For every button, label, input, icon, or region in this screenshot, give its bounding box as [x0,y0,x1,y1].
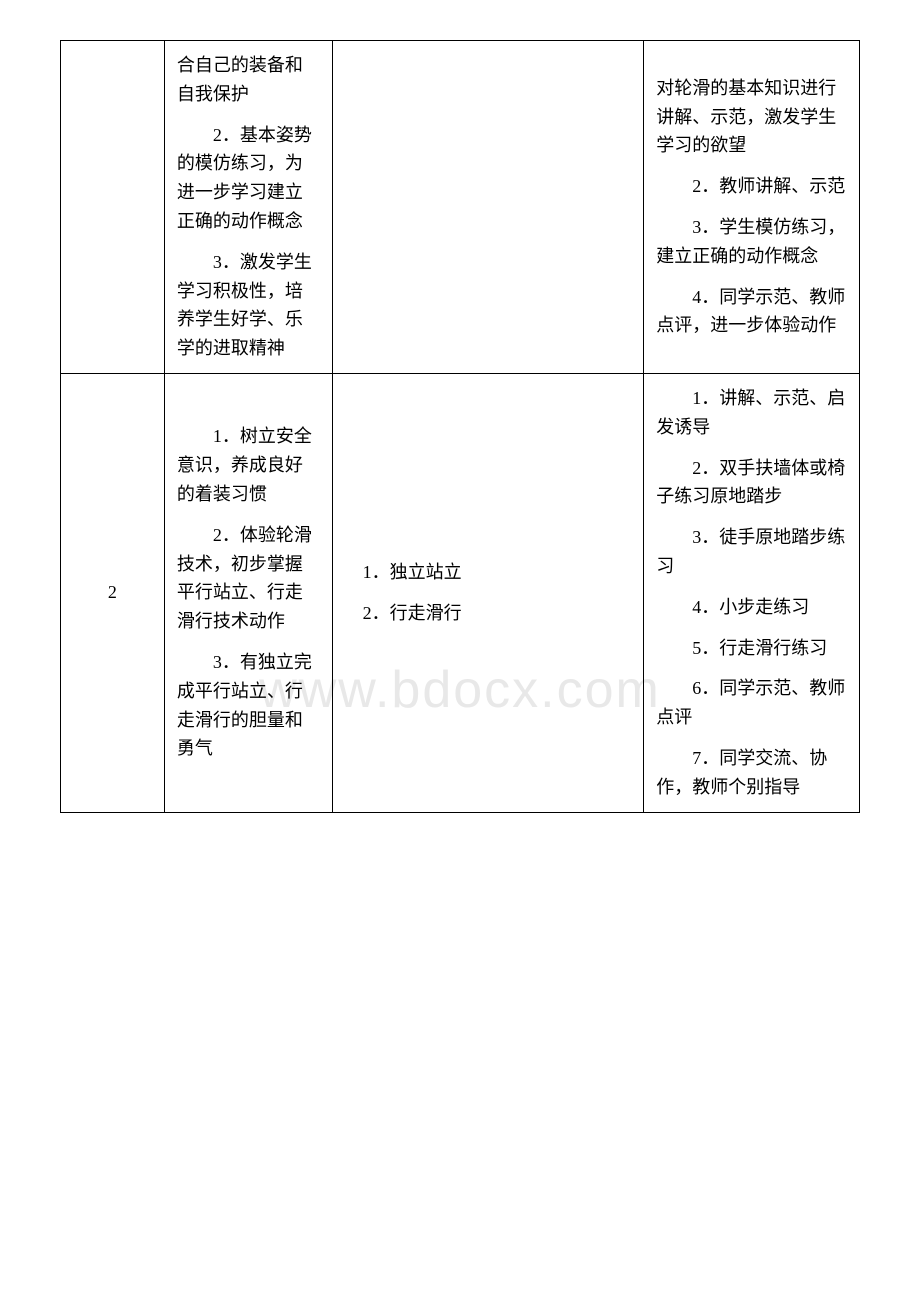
method-text: 对轮滑的基本知识进行讲解、示范，激发学生学习的欲望 [656,74,847,160]
objective-text: 2．体验轮滑技术，初步掌握平行站立、行走滑行技术动作 [177,521,320,636]
objectives-cell: 合自己的装备和自我保护 2．基本姿势的模仿练习，为进一步学习建立正确的动作概念 … [164,41,332,374]
method-text: 5．行走滑行练习 [656,634,847,663]
objective-text: 3．激发学生学习积极性，培养学生好学、乐学的进取精神 [177,248,320,363]
method-text: 7．同学交流、协作，教师个别指导 [656,744,847,802]
table-row: 2 1．树立安全意识，养成良好的着装习惯 2．体验轮滑技术，初步掌握平行站立、行… [61,373,860,812]
objective-text: 3．有独立完成平行站立、行走滑行的胆量和勇气 [177,648,320,763]
method-text: 4．小步走练习 [656,593,847,622]
method-text: 3．徒手原地踏步练习 [656,523,847,581]
content-cell [332,41,644,374]
methods-cell: 1．讲解、示范、启发诱导 2．双手扶墙体或椅子练习原地踏步 3．徒手原地踏步练习… [644,373,860,812]
content-text: 2．行走滑行 [363,599,632,628]
method-text: 2．双手扶墙体或椅子练习原地踏步 [656,454,847,512]
method-text: 4．同学示范、教师点评，进一步体验动作 [656,283,847,341]
method-text: 6．同学示范、教师点评 [656,674,847,732]
content-text: 1．独立站立 [363,558,632,587]
lesson-number-cell [61,41,165,374]
table-row: 合自己的装备和自我保护 2．基本姿势的模仿练习，为进一步学习建立正确的动作概念 … [61,41,860,374]
content-cell: 1．独立站立 2．行走滑行 [332,373,644,812]
objective-text: 合自己的装备和自我保护 [177,51,320,109]
objectives-cell: 1．树立安全意识，养成良好的着装习惯 2．体验轮滑技术，初步掌握平行站立、行走滑… [164,373,332,812]
methods-cell: 对轮滑的基本知识进行讲解、示范，激发学生学习的欲望 2．教师讲解、示范 3．学生… [644,41,860,374]
objective-text: 1．树立安全意识，养成良好的着装习惯 [177,422,320,508]
method-text: 2．教师讲解、示范 [656,172,847,201]
method-text: 1．讲解、示范、启发诱导 [656,384,847,442]
method-text: 3．学生模仿练习，建立正确的动作概念 [656,213,847,271]
lesson-number-cell: 2 [61,373,165,812]
objective-text: 2．基本姿势的模仿练习，为进一步学习建立正确的动作概念 [177,121,320,236]
lesson-plan-table: 合自己的装备和自我保护 2．基本姿势的模仿练习，为进一步学习建立正确的动作概念 … [60,40,860,813]
